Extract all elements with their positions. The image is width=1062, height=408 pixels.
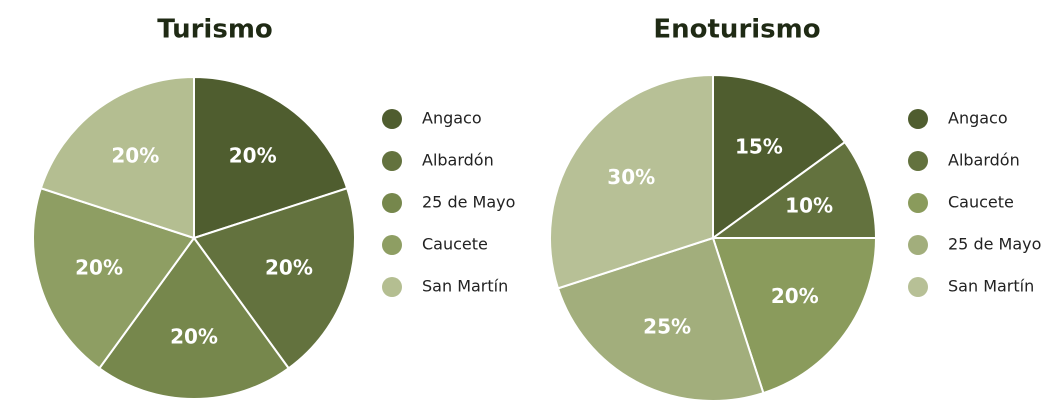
- legend-swatch: [908, 151, 928, 171]
- pie-slice: [39, 75, 195, 240]
- data-label: 30%: [607, 165, 655, 189]
- pie-slice: [193, 75, 349, 240]
- data-label: 25%: [643, 315, 691, 339]
- pie-slice: [32, 186, 196, 370]
- pie-slice: [192, 186, 356, 370]
- chart-title: Turismo: [157, 15, 273, 45]
- legend-swatch: [382, 193, 402, 213]
- pie-slice: [709, 140, 878, 239]
- chart-title: Enoturismo: [653, 15, 820, 45]
- data-label: 20%: [75, 255, 123, 279]
- legend-label: Caucete: [422, 235, 488, 254]
- data-label: 20%: [170, 324, 218, 348]
- pie-slice: [556, 236, 765, 402]
- pie-slice: [549, 73, 714, 290]
- legend-label: Caucete: [948, 193, 1014, 212]
- pie-slice: [712, 73, 847, 240]
- data-label: 15%: [735, 134, 783, 158]
- legend-swatch: [908, 277, 928, 297]
- legend-swatch: [382, 277, 402, 297]
- legend-label: Albardón: [948, 151, 1020, 170]
- data-label: 20%: [771, 284, 819, 308]
- data-label: 20%: [265, 255, 313, 279]
- legend-swatch: [908, 193, 928, 213]
- legend-label: Angaco: [422, 109, 482, 128]
- legend-label: Angaco: [948, 109, 1008, 128]
- data-label: 10%: [785, 193, 833, 217]
- legend-label: 25 de Mayo: [948, 235, 1041, 254]
- pie-slice: [97, 236, 291, 400]
- legend-swatch: [382, 235, 402, 255]
- data-label: 20%: [111, 144, 159, 168]
- legend-swatch: [908, 109, 928, 129]
- legend-swatch: [382, 151, 402, 171]
- legend-swatch: [908, 235, 928, 255]
- legend-label: 25 de Mayo: [422, 193, 515, 212]
- pie-slice: [711, 237, 878, 395]
- legend-label: San Martín: [948, 277, 1034, 296]
- legend-swatch: [382, 109, 402, 129]
- legend-label: Albardón: [422, 151, 494, 170]
- legend-label: San Martín: [422, 277, 508, 296]
- data-label: 20%: [229, 144, 277, 168]
